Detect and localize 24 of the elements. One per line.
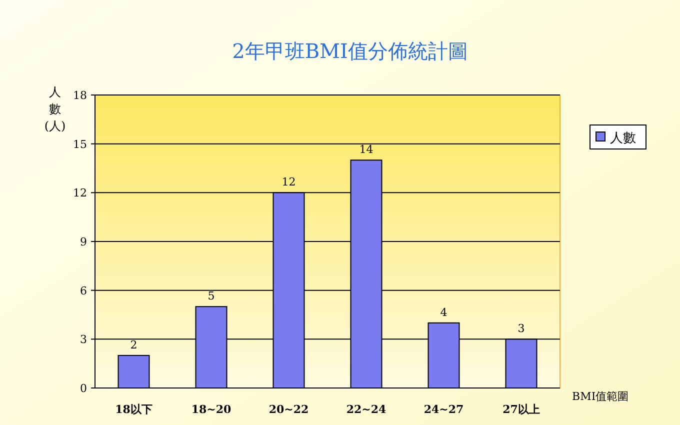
chart-title: 2年甲班BMI值分佈統計圖: [232, 39, 468, 63]
y-tick-label: 18: [73, 89, 87, 102]
x-tick-label: 22~24: [346, 403, 387, 416]
x-tick-label: 18以下: [115, 403, 152, 416]
y-tick-label: 6: [80, 284, 87, 298]
y-tick-label: 15: [73, 138, 87, 151]
x-axis-title: BMI值範圍: [572, 390, 629, 403]
y-tick-label: 3: [80, 333, 87, 346]
y-tick-label: 12: [73, 186, 87, 200]
data-label: 5: [208, 290, 215, 303]
x-tick-label: 20~22: [268, 403, 309, 416]
data-label: 3: [518, 322, 525, 336]
x-tick-label: 18~20: [191, 403, 232, 416]
x-tick-label: 27以上: [502, 403, 540, 416]
legend-label: 人數: [610, 131, 636, 146]
x-tick-label: 24~27: [424, 403, 464, 416]
y-axis-title: 人數(人): [44, 85, 66, 133]
data-label: 4: [440, 306, 448, 319]
bar: [118, 354, 150, 388]
data-label: 14: [359, 143, 374, 156]
data-label: 12: [282, 176, 296, 189]
data-label: 2: [130, 338, 138, 352]
y-tick-label: 9: [80, 236, 87, 248]
y-tick-label: 0: [80, 382, 87, 395]
